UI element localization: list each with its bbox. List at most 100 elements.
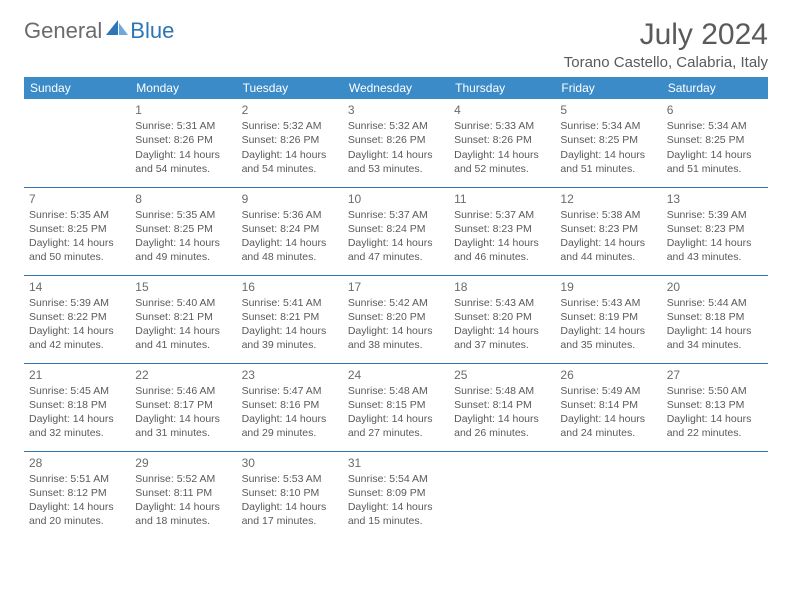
day-info-line: Sunset: 8:09 PM — [348, 486, 444, 500]
calendar-table: Sunday Monday Tuesday Wednesday Thursday… — [24, 77, 768, 539]
day-info-line: Sunrise: 5:48 AM — [348, 384, 444, 398]
day-info-line: Daylight: 14 hours — [135, 324, 231, 338]
day-info-line: Sunrise: 5:43 AM — [454, 296, 550, 310]
day-info-line: Sunrise: 5:39 AM — [667, 208, 763, 222]
day-info-line: Sunset: 8:23 PM — [454, 222, 550, 236]
day-info-line: Daylight: 14 hours — [667, 324, 763, 338]
day-header: Sunday — [24, 77, 130, 99]
day-info-line: Sunset: 8:20 PM — [348, 310, 444, 324]
day-info-line: Sunrise: 5:33 AM — [454, 119, 550, 133]
day-number: 4 — [454, 102, 550, 118]
day-info-line: and 41 minutes. — [135, 338, 231, 352]
calendar-page: General Blue July 2024 Torano Castello, … — [0, 0, 792, 557]
day-info-line: Daylight: 14 hours — [454, 324, 550, 338]
day-info-line: and 52 minutes. — [454, 162, 550, 176]
day-cell: 25Sunrise: 5:48 AMSunset: 8:14 PMDayligh… — [449, 363, 555, 451]
day-info-line: Sunset: 8:23 PM — [667, 222, 763, 236]
day-info-line: Sunrise: 5:46 AM — [135, 384, 231, 398]
day-info-line: and 51 minutes. — [667, 162, 763, 176]
day-info-line: Daylight: 14 hours — [454, 148, 550, 162]
day-info-line: and 27 minutes. — [348, 426, 444, 440]
day-number: 21 — [29, 367, 125, 383]
day-info-line: Sunrise: 5:31 AM — [135, 119, 231, 133]
day-cell: 31Sunrise: 5:54 AMSunset: 8:09 PMDayligh… — [343, 451, 449, 539]
day-number: 25 — [454, 367, 550, 383]
day-info-line: Daylight: 14 hours — [560, 236, 656, 250]
day-info-line: Daylight: 14 hours — [454, 412, 550, 426]
day-number: 12 — [560, 191, 656, 207]
day-info-line: and 24 minutes. — [560, 426, 656, 440]
day-info-line: Daylight: 14 hours — [135, 148, 231, 162]
day-cell: 22Sunrise: 5:46 AMSunset: 8:17 PMDayligh… — [130, 363, 236, 451]
day-info-line: Sunset: 8:14 PM — [454, 398, 550, 412]
day-info-line: Sunrise: 5:38 AM — [560, 208, 656, 222]
day-info-line: Daylight: 14 hours — [135, 412, 231, 426]
day-number: 23 — [242, 367, 338, 383]
day-cell: 18Sunrise: 5:43 AMSunset: 8:20 PMDayligh… — [449, 275, 555, 363]
day-info-line: Sunrise: 5:44 AM — [667, 296, 763, 310]
day-cell: 29Sunrise: 5:52 AMSunset: 8:11 PMDayligh… — [130, 451, 236, 539]
day-number: 3 — [348, 102, 444, 118]
day-info-line: Sunrise: 5:32 AM — [242, 119, 338, 133]
day-info-line: Sunrise: 5:37 AM — [348, 208, 444, 222]
day-cell: 19Sunrise: 5:43 AMSunset: 8:19 PMDayligh… — [555, 275, 661, 363]
day-info-line: and 17 minutes. — [242, 514, 338, 528]
day-cell: 16Sunrise: 5:41 AMSunset: 8:21 PMDayligh… — [237, 275, 343, 363]
day-header: Wednesday — [343, 77, 449, 99]
day-info-line: Sunrise: 5:34 AM — [667, 119, 763, 133]
day-cell: 28Sunrise: 5:51 AMSunset: 8:12 PMDayligh… — [24, 451, 130, 539]
day-cell: 10Sunrise: 5:37 AMSunset: 8:24 PMDayligh… — [343, 187, 449, 275]
day-info-line: Daylight: 14 hours — [667, 412, 763, 426]
day-number: 6 — [667, 102, 763, 118]
day-cell: 17Sunrise: 5:42 AMSunset: 8:20 PMDayligh… — [343, 275, 449, 363]
week-row: 28Sunrise: 5:51 AMSunset: 8:12 PMDayligh… — [24, 451, 768, 539]
day-number: 18 — [454, 279, 550, 295]
day-info-line: Sunset: 8:26 PM — [348, 133, 444, 147]
day-info-line: Daylight: 14 hours — [667, 148, 763, 162]
day-info-line: and 29 minutes. — [242, 426, 338, 440]
logo-text-general: General — [24, 18, 102, 44]
day-info-line: and 50 minutes. — [29, 250, 125, 264]
day-info-line: and 51 minutes. — [560, 162, 656, 176]
page-title: July 2024 — [564, 18, 768, 52]
day-info-line: Sunset: 8:10 PM — [242, 486, 338, 500]
day-info-line: Sunrise: 5:37 AM — [454, 208, 550, 222]
day-number: 20 — [667, 279, 763, 295]
day-info-line: Sunset: 8:26 PM — [242, 133, 338, 147]
day-number: 10 — [348, 191, 444, 207]
day-header: Thursday — [449, 77, 555, 99]
day-number: 17 — [348, 279, 444, 295]
day-number: 22 — [135, 367, 231, 383]
day-cell — [449, 451, 555, 539]
day-info-line: and 18 minutes. — [135, 514, 231, 528]
day-cell: 7Sunrise: 5:35 AMSunset: 8:25 PMDaylight… — [24, 187, 130, 275]
logo-text-blue: Blue — [130, 18, 174, 44]
day-info-line: Sunset: 8:25 PM — [135, 222, 231, 236]
header: General Blue July 2024 Torano Castello, … — [24, 18, 768, 71]
day-header: Saturday — [662, 77, 768, 99]
day-info-line: Sunrise: 5:36 AM — [242, 208, 338, 222]
day-info-line: Sunrise: 5:50 AM — [667, 384, 763, 398]
day-header: Monday — [130, 77, 236, 99]
day-info-line: Sunrise: 5:35 AM — [29, 208, 125, 222]
day-number: 24 — [348, 367, 444, 383]
day-number: 27 — [667, 367, 763, 383]
day-info-line: Sunrise: 5:49 AM — [560, 384, 656, 398]
day-info-line: Daylight: 14 hours — [454, 236, 550, 250]
day-number: 15 — [135, 279, 231, 295]
day-number: 14 — [29, 279, 125, 295]
day-cell: 23Sunrise: 5:47 AMSunset: 8:16 PMDayligh… — [237, 363, 343, 451]
day-info-line: and 49 minutes. — [135, 250, 231, 264]
day-cell: 6Sunrise: 5:34 AMSunset: 8:25 PMDaylight… — [662, 99, 768, 187]
day-info-line: Daylight: 14 hours — [560, 412, 656, 426]
day-info-line: Daylight: 14 hours — [242, 412, 338, 426]
day-cell — [24, 99, 130, 187]
day-info-line: Sunrise: 5:51 AM — [29, 472, 125, 486]
day-info-line: Sunset: 8:25 PM — [560, 133, 656, 147]
day-cell — [662, 451, 768, 539]
day-info-line: Sunset: 8:25 PM — [29, 222, 125, 236]
day-info-line: and 42 minutes. — [29, 338, 125, 352]
day-number: 2 — [242, 102, 338, 118]
week-row: 14Sunrise: 5:39 AMSunset: 8:22 PMDayligh… — [24, 275, 768, 363]
day-cell: 30Sunrise: 5:53 AMSunset: 8:10 PMDayligh… — [237, 451, 343, 539]
